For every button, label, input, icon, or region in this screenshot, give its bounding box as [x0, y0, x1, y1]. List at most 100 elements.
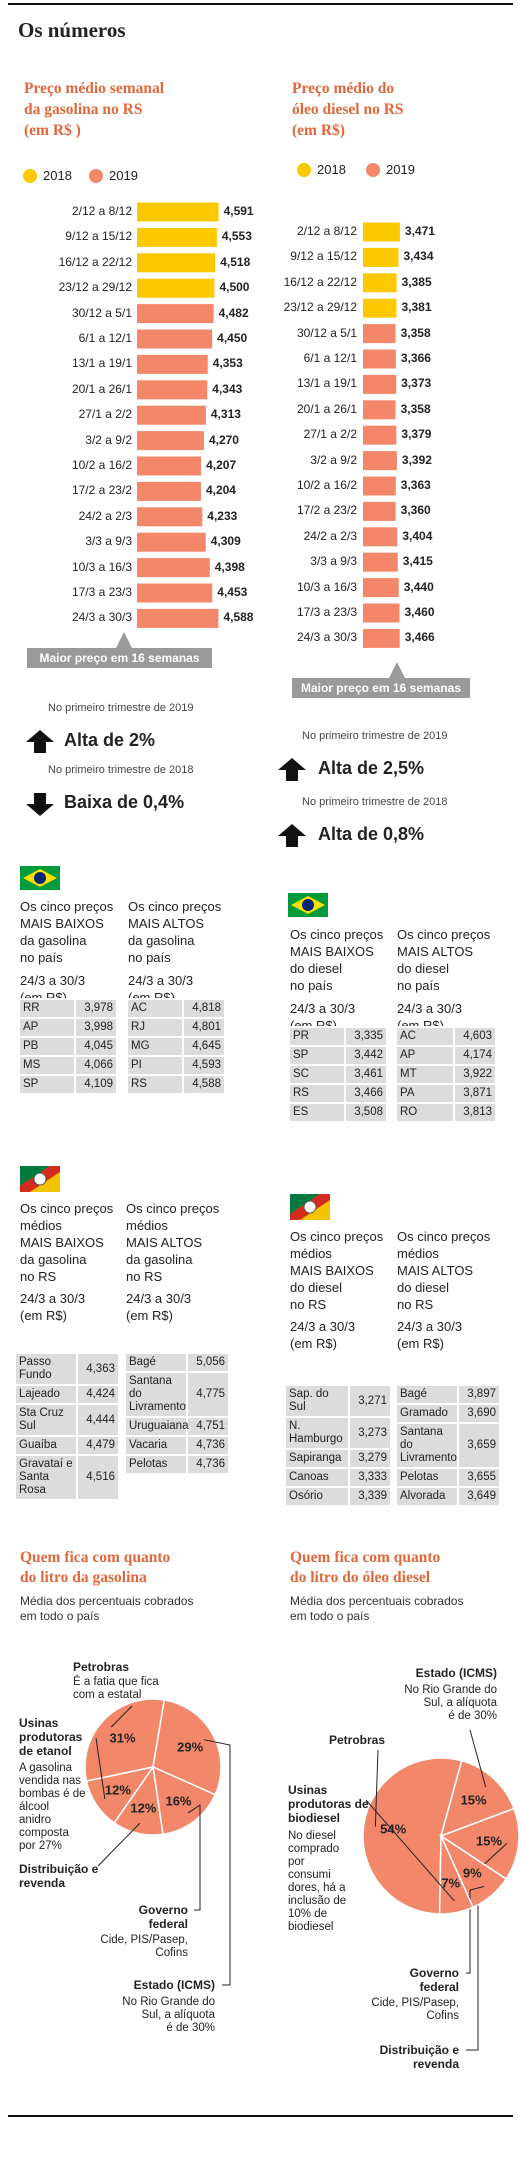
chart-title: do litro do óleo diesel [290, 1569, 431, 1586]
flag-part [34, 872, 46, 884]
price: 3,466 [344, 1083, 388, 1104]
annotation: Maior preço em 16 semanas [27, 648, 212, 668]
category-label: 6/1 a 12/1 [303, 351, 357, 365]
table-heading: do diesel [290, 1280, 343, 1295]
category-label: Governo federal [409, 1966, 459, 1994]
price: 4,588 [182, 1074, 226, 1095]
table-row: Gramado 3,690 [395, 1403, 501, 1424]
table-heading: no RS [126, 1269, 163, 1284]
table-row: PB 4,045 [18, 1036, 118, 1057]
table-period: (em R$) [126, 1308, 173, 1323]
place-name: AC [395, 1026, 455, 1047]
trend-value: Alta de 0,8% [318, 824, 425, 844]
category-note: No Rio Grande do [404, 1684, 497, 1696]
table-row: Santana do Livramento 3,659 [395, 1422, 501, 1469]
price: 3,922 [453, 1064, 497, 1085]
table-heading: Os cinco preços [290, 1229, 384, 1244]
value-label: 3,360 [400, 503, 431, 518]
slice-label: 15% [460, 1792, 487, 1808]
value-label: 4,398 [214, 559, 245, 574]
price-table: Sap. do Sul 3,271 N. Hamburgo 3,273 Sapirang… [284, 1384, 392, 1507]
value-label: 3,440 [403, 579, 434, 594]
category-label: 6/1 a 12/1 [78, 331, 132, 345]
table-body: PR 3,335 SP 3,442 SC 3,461 RS 3,466 ES 3,508 [288, 1026, 388, 1123]
table-body: Sap. do Sul 3,271 N. Hamburgo 3,273 Sapirang… [284, 1384, 392, 1507]
value-label: 4,343 [212, 381, 243, 396]
annotation: Maior preço em 16 semanas [292, 678, 470, 698]
table-period: 24/3 a 30/3 [397, 1001, 463, 1016]
table-heading: do diesel [397, 1280, 450, 1295]
category-note: por 27% [19, 1840, 62, 1852]
price: 4,444 [76, 1403, 120, 1437]
table-heading: Os cinco preços [20, 899, 114, 914]
bar [137, 558, 210, 578]
category-label: Usinas produtoras de biodiesel [288, 1783, 369, 1825]
table-row: MG 4,645 [126, 1036, 226, 1057]
price: 3,649 [457, 1486, 501, 1507]
chart-title: óleo diesel no RS [292, 101, 404, 118]
leader-line [466, 1843, 508, 2051]
bar [363, 425, 397, 445]
chart-subtitle: Média dos percentuais cobrados [20, 1594, 194, 1608]
legend-label: 2019 [109, 168, 138, 183]
table-row: Osório 3,339 [284, 1486, 392, 1507]
price: 3,461 [344, 1064, 388, 1085]
price: 3,659 [457, 1422, 501, 1469]
table-row: Canoas 3,333 [284, 1467, 392, 1488]
place-name: MG [126, 1036, 184, 1057]
price: 3,339 [348, 1486, 392, 1507]
bar [363, 273, 397, 293]
chart-title: (em R$) [292, 122, 345, 139]
price: 3,897 [457, 1384, 501, 1405]
arrow-up [278, 824, 306, 847]
place-name: Alvorada [395, 1486, 459, 1507]
place-name: Gramado [395, 1403, 459, 1424]
table-period: 24/3 a 30/3 [290, 1319, 356, 1334]
price: 4,045 [74, 1036, 118, 1057]
category-label: 16/12 a 22/12 [58, 254, 132, 269]
table-row: Alvorada 3,649 [395, 1486, 501, 1507]
value-label: 4,450 [217, 331, 248, 345]
place-name: AP [395, 1045, 455, 1066]
price: 3,998 [74, 1017, 118, 1038]
value-label: 4,553 [221, 229, 252, 244]
bar [363, 603, 400, 623]
category-label: Petrobras [73, 1660, 130, 1674]
slice-label: 12% [130, 1800, 157, 1816]
category-label: 20/1 a 26/1 [71, 381, 132, 396]
chart-title: Quem fica com quanto [290, 1549, 441, 1566]
table-heading: do diesel [397, 961, 450, 976]
category-label: Petrobras [329, 1733, 386, 1747]
category-label: 23/12 a 29/12 [283, 300, 357, 315]
table-row: Lajeado 4,424 [14, 1384, 120, 1405]
table-period: 24/3 a 30/3 [126, 1291, 192, 1306]
category-note: por [288, 1856, 305, 1868]
bar [363, 501, 396, 521]
table-row: RJ 4,801 [126, 1017, 226, 1038]
price: 3,813 [453, 1102, 497, 1123]
place-name: AP [18, 1017, 76, 1038]
chart-title: (em R$ ) [24, 122, 81, 139]
place-name: Gravataí e Santa Rosa [14, 1454, 78, 1501]
table-heading: médios [397, 1246, 439, 1261]
table-heading: médios [20, 1218, 62, 1233]
category-label: 24/2 a 2/3 [303, 528, 357, 543]
table-body: AC 4,603 AP 4,174 MT 3,922 PA 3,871 RO 3,813 [395, 1026, 497, 1123]
price: 4,479 [76, 1435, 120, 1456]
price: 4,736 [186, 1454, 230, 1475]
place-name: SP [18, 1074, 76, 1095]
table-row: RS 3,466 [288, 1083, 388, 1104]
trend-label: No primeiro trimestre de 2019 [48, 702, 194, 714]
bar [363, 374, 397, 394]
price: 4,603 [453, 1026, 497, 1047]
place-name: SC [288, 1064, 346, 1085]
category-note: Sul, a alíquota [141, 2009, 215, 2021]
bar [137, 608, 219, 628]
table-body: Bagé 3,897 Gramado 3,690 Santana do Livramen… [395, 1384, 501, 1507]
table-heading: MAIS ALTOS [126, 1235, 203, 1250]
place-name: Canoas [284, 1467, 350, 1488]
category-label: Distribuição e revenda [379, 2043, 459, 2071]
table-row: MS 4,066 [18, 1055, 118, 1076]
price: 5,056 [186, 1352, 230, 1373]
value-label: 4,233 [207, 508, 238, 523]
